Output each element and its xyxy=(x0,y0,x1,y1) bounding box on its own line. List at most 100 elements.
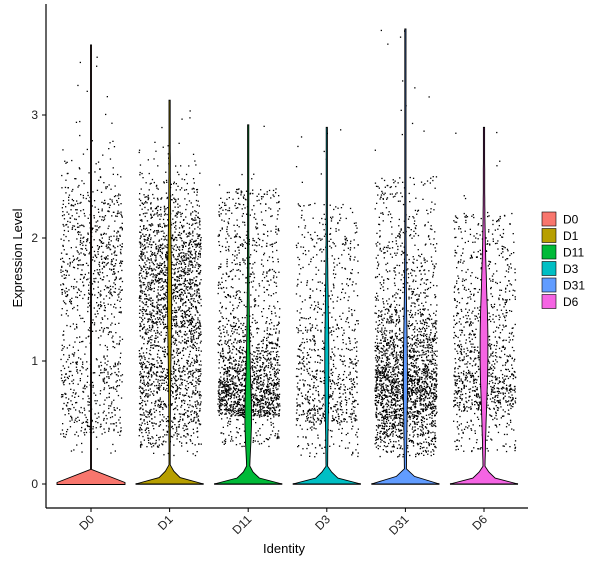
data-point xyxy=(119,356,121,359)
data-point xyxy=(266,419,269,421)
data-point xyxy=(109,142,111,144)
data-point xyxy=(94,294,96,296)
data-point xyxy=(142,377,144,379)
data-point xyxy=(163,353,165,356)
data-point xyxy=(140,245,142,247)
data-point xyxy=(175,407,177,409)
data-point xyxy=(191,303,193,306)
data-point xyxy=(146,273,148,275)
data-point xyxy=(119,234,121,236)
data-point xyxy=(249,315,251,317)
data-point xyxy=(162,305,164,308)
data-point xyxy=(187,346,189,348)
data-point xyxy=(164,349,166,351)
data-point xyxy=(149,420,151,422)
data-point xyxy=(85,421,87,423)
data-point xyxy=(186,310,188,312)
data-point xyxy=(65,277,67,279)
data-point xyxy=(65,235,67,238)
data-point xyxy=(234,316,237,319)
data-point xyxy=(196,310,198,312)
data-point xyxy=(161,268,163,270)
data-point xyxy=(178,397,180,399)
data-point xyxy=(149,394,151,396)
data-point xyxy=(147,321,149,323)
data-point xyxy=(160,359,162,362)
data-point xyxy=(171,425,173,428)
data-point xyxy=(265,358,267,361)
data-point xyxy=(141,251,143,253)
data-point xyxy=(224,296,226,298)
data-point xyxy=(178,142,180,144)
data-point xyxy=(121,381,123,383)
data-point xyxy=(154,402,156,405)
data-point xyxy=(101,268,103,270)
data-point xyxy=(193,419,195,421)
data-point xyxy=(261,387,263,390)
data-point xyxy=(221,382,223,385)
data-point xyxy=(154,252,156,254)
data-point xyxy=(85,262,88,264)
data-point xyxy=(140,444,142,446)
data-point xyxy=(87,425,89,428)
data-point xyxy=(277,388,279,390)
data-point xyxy=(274,312,276,314)
data-point xyxy=(230,237,232,239)
data-point xyxy=(234,409,236,412)
data-point xyxy=(184,198,186,200)
data-point xyxy=(160,376,162,378)
data-point xyxy=(226,261,228,263)
data-point xyxy=(199,397,201,399)
data-point xyxy=(195,322,197,325)
data-point xyxy=(148,370,150,372)
data-point xyxy=(198,420,200,422)
data-point xyxy=(98,227,100,229)
data-point xyxy=(172,254,174,256)
data-point xyxy=(100,364,103,367)
data-point xyxy=(190,332,192,334)
data-point xyxy=(108,280,110,282)
data-point xyxy=(275,228,277,230)
data-point xyxy=(273,367,275,369)
data-point xyxy=(78,419,80,421)
data-point xyxy=(194,160,196,162)
data-point xyxy=(141,275,143,277)
data-point xyxy=(274,414,276,416)
data-point xyxy=(262,403,265,405)
data-point xyxy=(172,357,174,359)
data-point xyxy=(220,399,222,401)
data-point xyxy=(143,420,145,422)
data-point xyxy=(198,364,200,366)
data-point xyxy=(232,394,234,396)
data-point xyxy=(269,268,271,271)
data-point xyxy=(246,237,248,239)
data-point xyxy=(259,359,261,361)
data-point xyxy=(253,173,255,175)
data-point xyxy=(88,272,90,274)
data-point xyxy=(118,361,120,363)
data-point xyxy=(138,149,141,151)
data-point xyxy=(186,425,188,428)
data-point xyxy=(252,382,254,384)
data-point xyxy=(120,289,122,291)
data-point xyxy=(152,280,155,282)
data-point xyxy=(147,381,149,383)
data-point xyxy=(186,296,188,298)
data-point xyxy=(240,370,242,372)
data-point xyxy=(262,196,264,198)
data-point xyxy=(273,358,275,360)
data-point xyxy=(151,261,153,263)
data-point xyxy=(176,430,178,432)
data-point xyxy=(150,182,152,184)
data-point xyxy=(189,370,191,373)
data-point xyxy=(218,282,220,284)
data-point xyxy=(98,366,100,368)
data-point xyxy=(172,264,175,266)
data-point xyxy=(182,371,184,373)
data-point xyxy=(221,343,223,346)
data-point xyxy=(165,281,168,284)
data-point xyxy=(272,243,274,245)
data-point xyxy=(165,257,167,259)
data-point xyxy=(83,407,85,409)
data-point xyxy=(229,408,231,410)
